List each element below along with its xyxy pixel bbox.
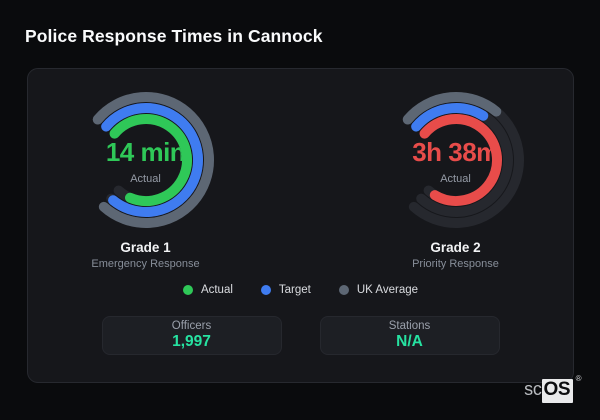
gauge-grade-2-center: 3h 38m Actual — [381, 86, 531, 236]
legend-dot-target-icon — [260, 285, 271, 295]
stat-officers: Officers 1,997 — [101, 316, 282, 355]
gauge-grade-1: 14 min Actual Grade 1 Emergency Response — [31, 85, 261, 270]
legend-item-target[interactable]: Target — [260, 284, 311, 296]
gauge-grade-1-value: 14 min — [105, 137, 186, 167]
gauge-grade-2-rings — [402, 92, 524, 228]
gauge-grade-2-value: 3h 38m — [412, 137, 499, 167]
scos-logo-suffix: OS ® — [541, 374, 582, 403]
grade-2-uk-average-bar — [402, 92, 501, 125]
gauge-grade-1-title: Grade 1 — [120, 240, 171, 255]
gauge-grade-1-center-label: Actual — [130, 173, 161, 185]
page-title: Police Response Times in Cannock — [25, 26, 323, 46]
gauge-grade-1-rings — [92, 92, 214, 228]
legend-label-actual: Actual — [200, 284, 233, 296]
gauge-grade-1-chart: 14 min Actual — [71, 85, 221, 235]
registered-trademark-icon: ® — [575, 374, 582, 383]
gauge-grade-2-title: Grade 2 — [430, 240, 481, 255]
scos-logo-prefix: sc — [524, 379, 542, 399]
gauge-grade-1-subtitle: Emergency Response — [91, 258, 200, 270]
legend-item-actual[interactable]: Actual — [182, 284, 233, 296]
gauge-grade-2-subtitle: Priority Response — [412, 258, 499, 270]
legend-dot-actual-icon — [182, 285, 193, 295]
legend-dot-uk-average-icon — [338, 285, 349, 295]
stat-stations-value: N/A — [396, 333, 423, 350]
gauge-grade-1-center: 14 min Actual — [71, 86, 221, 236]
stat-officers-label: Officers — [171, 320, 212, 332]
grade-2-actual-bar — [419, 114, 502, 206]
grade-1-actual-bar — [109, 114, 192, 206]
stats-row: Officers 1,997 Stations N/A — [101, 316, 500, 355]
grade-2-target-bar — [410, 103, 488, 132]
stat-stations-label: Stations — [388, 320, 431, 332]
gauge-grade-2: 3h 38m Actual Grade 2 Priority Response — [341, 85, 571, 270]
legend-label-target: Target — [278, 284, 311, 296]
gauge-grade-2-chart: 3h 38m Actual — [381, 85, 531, 235]
stat-stations: Stations N/A — [319, 316, 500, 355]
chart-legend: Actual Target UK Average — [182, 284, 419, 296]
legend-label-uk-average: UK Average — [356, 284, 419, 296]
response-times-card: 14 min Actual Grade 1 Emergency Response… — [27, 68, 574, 383]
scos-logo-suffix-text: OS — [543, 379, 571, 400]
grade-1-uk-average-bar — [92, 92, 214, 228]
stat-officers-value: 1,997 — [172, 333, 211, 350]
grade-1-target-bar — [100, 103, 203, 217]
scos-logo: sc OS ® — [524, 374, 582, 403]
legend-item-uk-average[interactable]: UK Average — [338, 284, 419, 296]
gauges-row: 14 min Actual Grade 1 Emergency Response… — [31, 85, 571, 270]
gauge-grade-2-center-label: Actual — [440, 173, 471, 185]
